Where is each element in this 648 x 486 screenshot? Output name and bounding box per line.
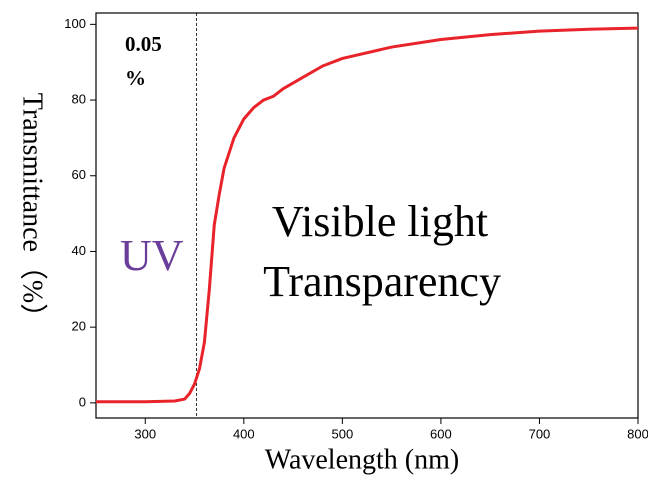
data-line [96,26,639,404]
annotation: % [125,66,146,90]
y-tick-label: 20 [72,319,86,334]
y-tick-label: 100 [64,16,86,31]
y-tick-label: 40 [72,243,86,258]
x-tick-label: 600 [430,426,452,441]
plot-frame [95,12,639,419]
x-axis-label: Wavelength (nm) [265,444,459,475]
x-tick-label: 300 [134,426,156,441]
annotation: Visible light [272,197,488,246]
x-tick-label: 800 [627,426,648,441]
x-tick-label: 500 [332,426,354,441]
y-tick-label: 80 [72,91,86,106]
y-tick-label: 0 [79,394,86,409]
annotation: Transparency [263,257,501,306]
y-axis-label: Transmittance（%） [17,93,49,332]
annotation: 0.05 [125,32,162,56]
x-tick-label: 400 [233,426,255,441]
x-tick-label: 700 [529,426,551,441]
annotation: UV [120,231,184,280]
y-tick-label: 60 [72,167,86,182]
